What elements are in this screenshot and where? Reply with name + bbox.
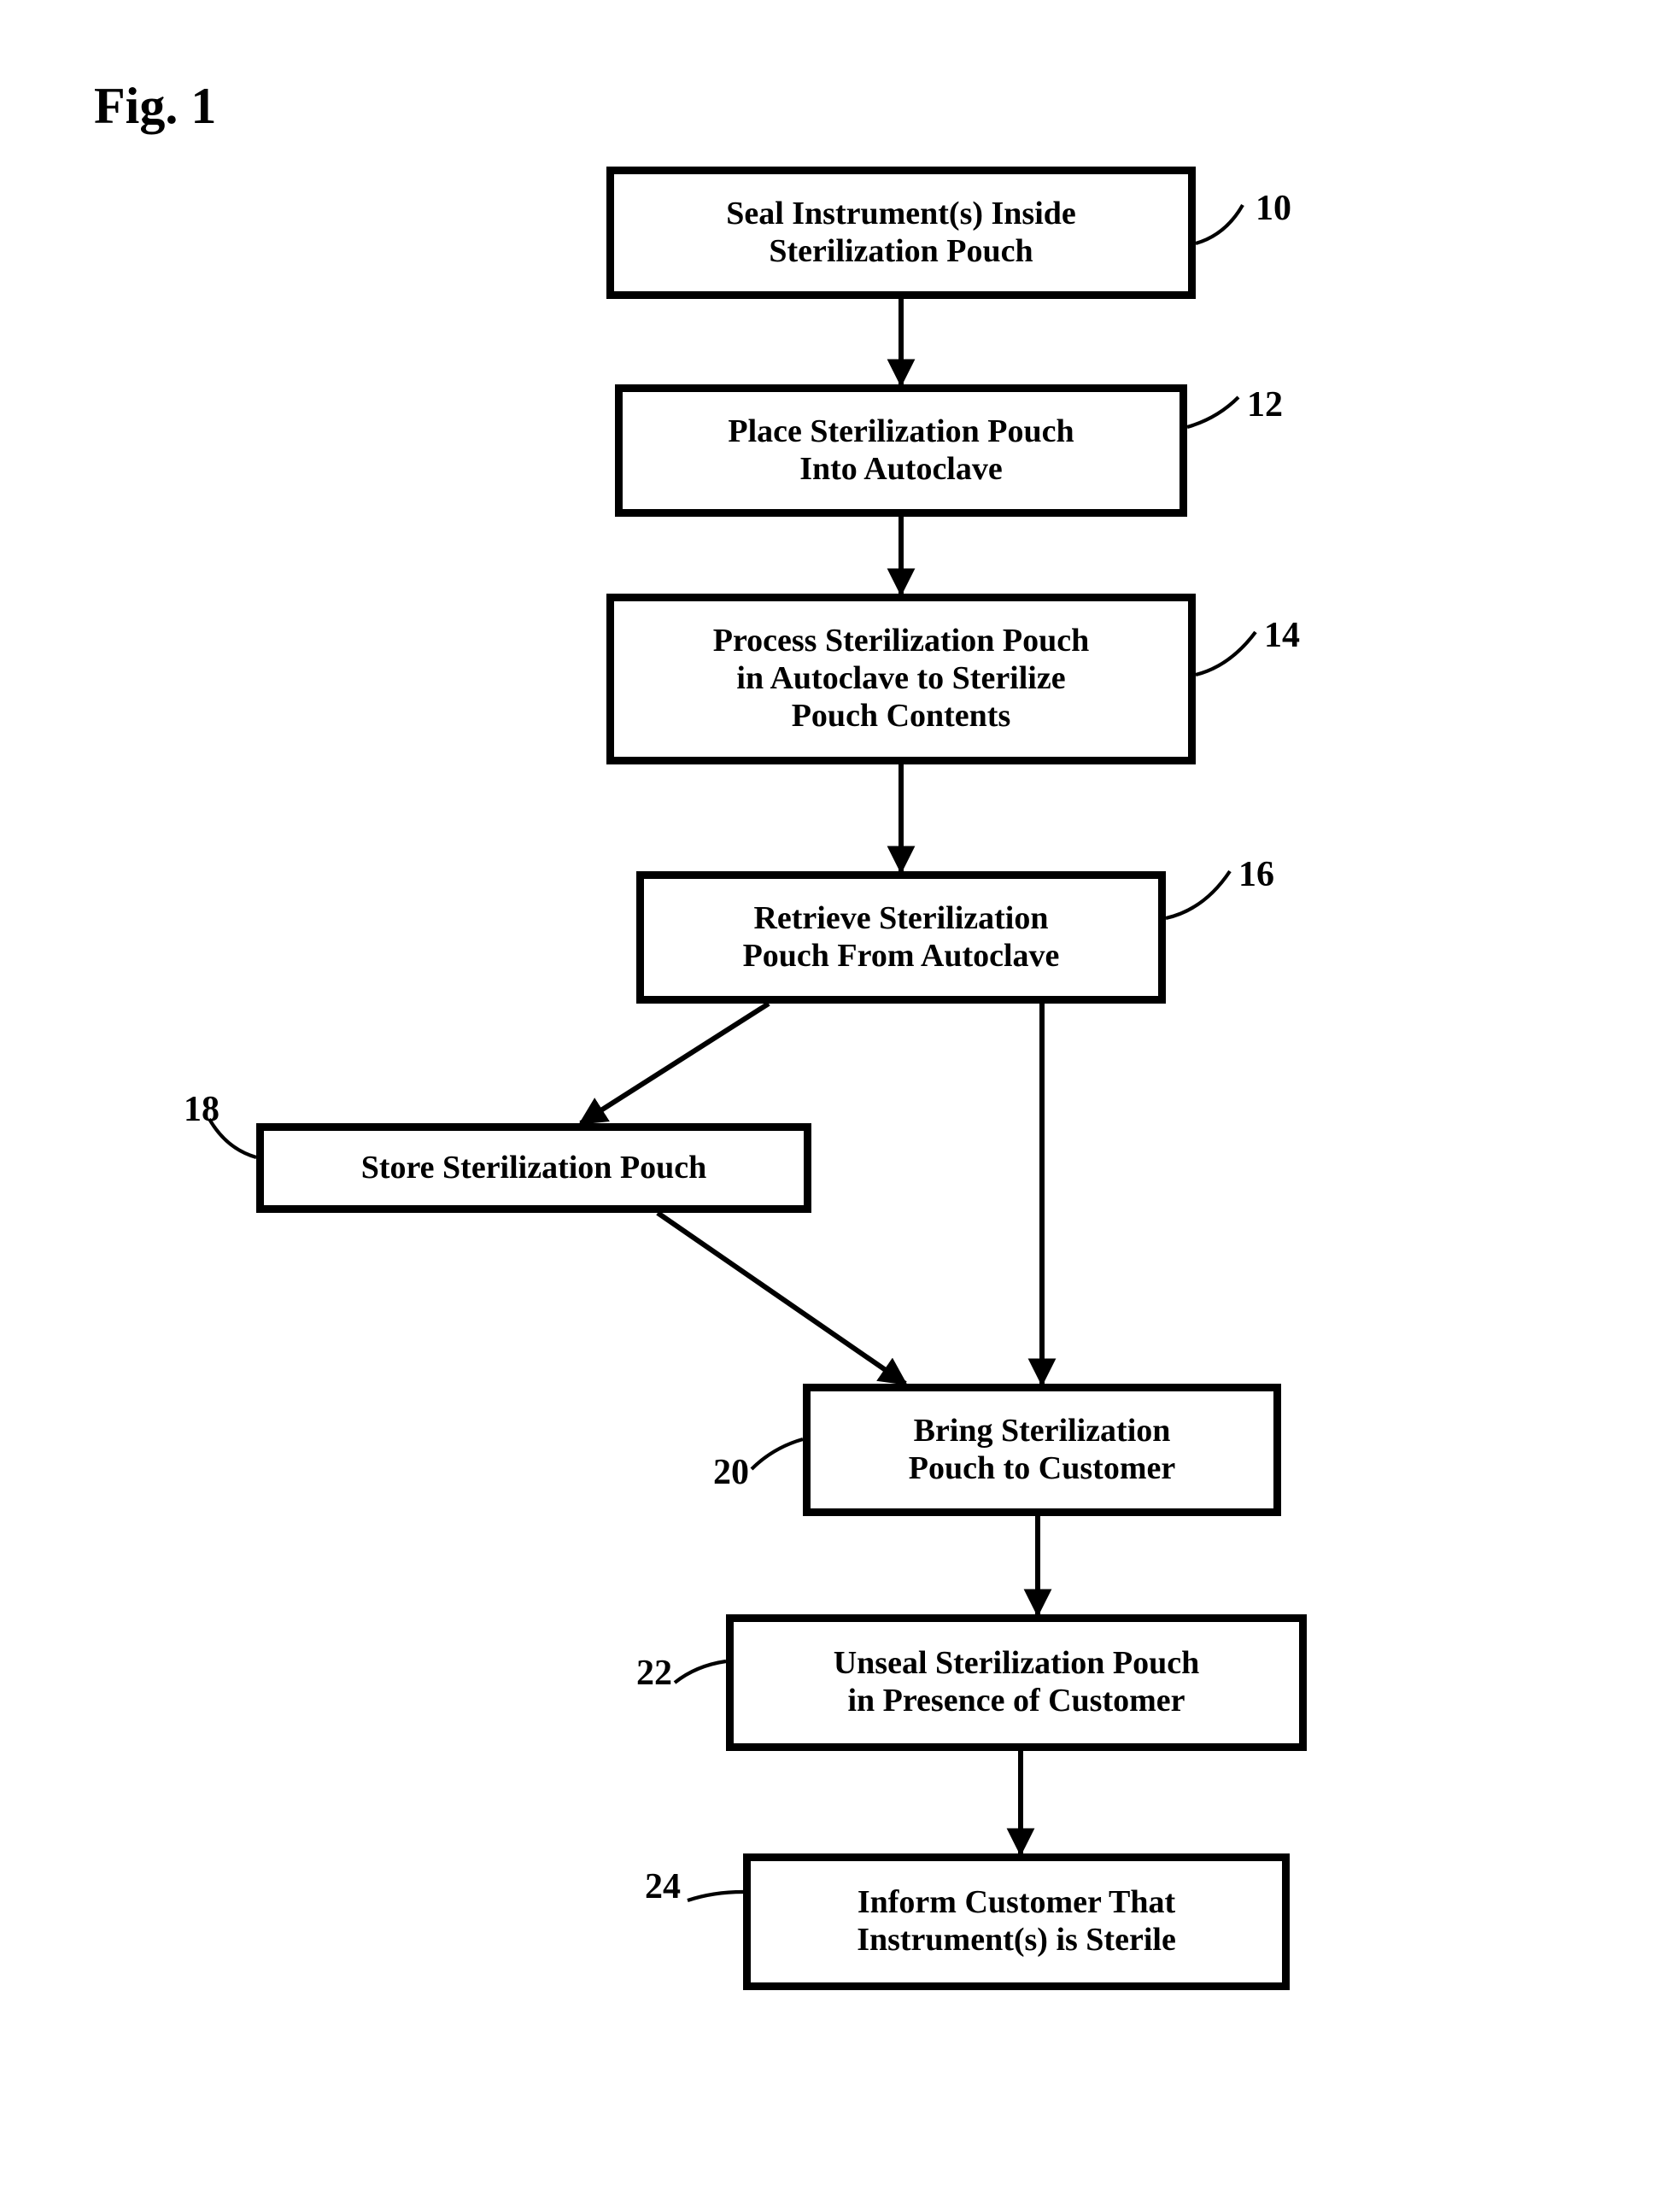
ref-connector-n20 xyxy=(752,1439,803,1469)
ref-connector-n12 xyxy=(1187,397,1238,427)
ref-18: 18 xyxy=(184,1089,220,1130)
ref-20: 20 xyxy=(713,1452,749,1493)
ref-connector-n14 xyxy=(1196,632,1256,675)
flowchart-canvas: Fig. 1 Seal Instrument(s) InsideSteriliz… xyxy=(0,0,1680,2190)
node-24: Inform Customer ThatInstrument(s) is Ste… xyxy=(743,1853,1290,1990)
ref-connector-n16 xyxy=(1166,871,1230,918)
ref-connector-n24 xyxy=(688,1892,743,1900)
node-16: Retrieve SterilizationPouch From Autocla… xyxy=(636,871,1166,1004)
node-20-text: Bring SterilizationPouch to Customer xyxy=(909,1413,1175,1487)
ref-12: 12 xyxy=(1247,384,1283,425)
node-10-text: Seal Instrument(s) InsideSterilization P… xyxy=(726,196,1076,270)
node-16-text: Retrieve SterilizationPouch From Autocla… xyxy=(743,900,1060,975)
edge-n18-n20 xyxy=(658,1213,905,1384)
node-10: Seal Instrument(s) InsideSterilization P… xyxy=(606,167,1196,299)
ref-16: 16 xyxy=(1238,854,1274,895)
ref-connector-n22 xyxy=(675,1661,726,1683)
node-18: Store Sterilization Pouch xyxy=(256,1123,811,1213)
node-20: Bring SterilizationPouch to Customer xyxy=(803,1384,1281,1516)
ref-14: 14 xyxy=(1264,615,1300,656)
node-12-text: Place Sterilization PouchInto Autoclave xyxy=(728,413,1074,488)
node-24-text: Inform Customer ThatInstrument(s) is Ste… xyxy=(857,1884,1176,1959)
ref-22: 22 xyxy=(636,1653,672,1694)
node-22-text: Unseal Sterilization Pouchin Presence of… xyxy=(834,1645,1200,1719)
node-18-text: Store Sterilization Pouch xyxy=(361,1150,707,1187)
node-22: Unseal Sterilization Pouchin Presence of… xyxy=(726,1614,1307,1751)
ref-24: 24 xyxy=(645,1866,681,1907)
node-14-text: Process Sterilization Pouchin Autoclave … xyxy=(713,623,1089,735)
node-14: Process Sterilization Pouchin Autoclave … xyxy=(606,594,1196,764)
edge-n16-n18 xyxy=(581,1004,769,1123)
ref-10: 10 xyxy=(1256,188,1291,229)
node-12: Place Sterilization PouchInto Autoclave xyxy=(615,384,1187,517)
ref-connector-n10 xyxy=(1196,205,1243,243)
figure-title: Fig. 1 xyxy=(94,77,216,136)
